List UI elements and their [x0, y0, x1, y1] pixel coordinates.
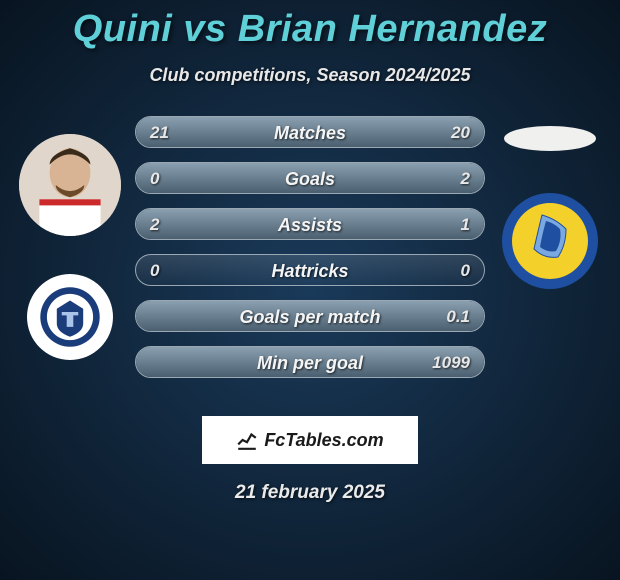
- stat-bars: Matches2120Goals02Assists21Hattricks00Go…: [135, 116, 485, 392]
- player-right-avatar: [504, 126, 596, 151]
- chart-icon: [236, 429, 258, 451]
- crest-icon: [500, 191, 600, 291]
- bar-label: Hattricks: [136, 255, 484, 286]
- left-column: [10, 116, 130, 360]
- bar-value-left: 0: [150, 163, 159, 194]
- club-right-badge: [500, 191, 600, 291]
- bar-fill-left: [136, 209, 369, 239]
- player-head-icon: [19, 134, 121, 236]
- stat-bar: Assists21: [135, 208, 485, 240]
- stat-bar: Hattricks0 0: [135, 254, 485, 286]
- stat-bar: Goals per match0.1: [135, 300, 485, 332]
- club-left-badge: [27, 274, 113, 360]
- shield-icon: [37, 284, 103, 350]
- bar-value-left: 21: [150, 117, 169, 148]
- page-subtitle: Club competitions, Season 2024/2025: [0, 65, 620, 86]
- stat-bar: Min per goal1099: [135, 346, 485, 378]
- bar-value-right: 0: [461, 255, 470, 286]
- bar-value-right: 2: [461, 163, 470, 194]
- right-column: [490, 116, 610, 291]
- date-text: 21 february 2025: [0, 482, 620, 504]
- bar-value-right: 1: [461, 209, 470, 240]
- stat-bar: Goals02: [135, 162, 485, 194]
- brand-box: FcTables.com: [202, 416, 418, 464]
- bar-value-right: 0.1: [446, 301, 470, 332]
- bar-fill-right: [136, 163, 484, 193]
- bar-value-left: 0: [150, 255, 159, 286]
- bar-value-right: 1099: [432, 347, 470, 378]
- stat-bar: Matches2120: [135, 116, 485, 148]
- bar-fill-right: [136, 301, 484, 331]
- page-title: Quini vs Brian Hernandez: [0, 0, 620, 51]
- brand-text: FcTables.com: [264, 430, 383, 451]
- player-left-avatar: [19, 134, 121, 236]
- comparison-panel: Matches2120Goals02Assists21Hattricks00Go…: [0, 116, 620, 406]
- bar-value-left: 2: [150, 209, 159, 240]
- bar-value-right: 20: [451, 117, 470, 148]
